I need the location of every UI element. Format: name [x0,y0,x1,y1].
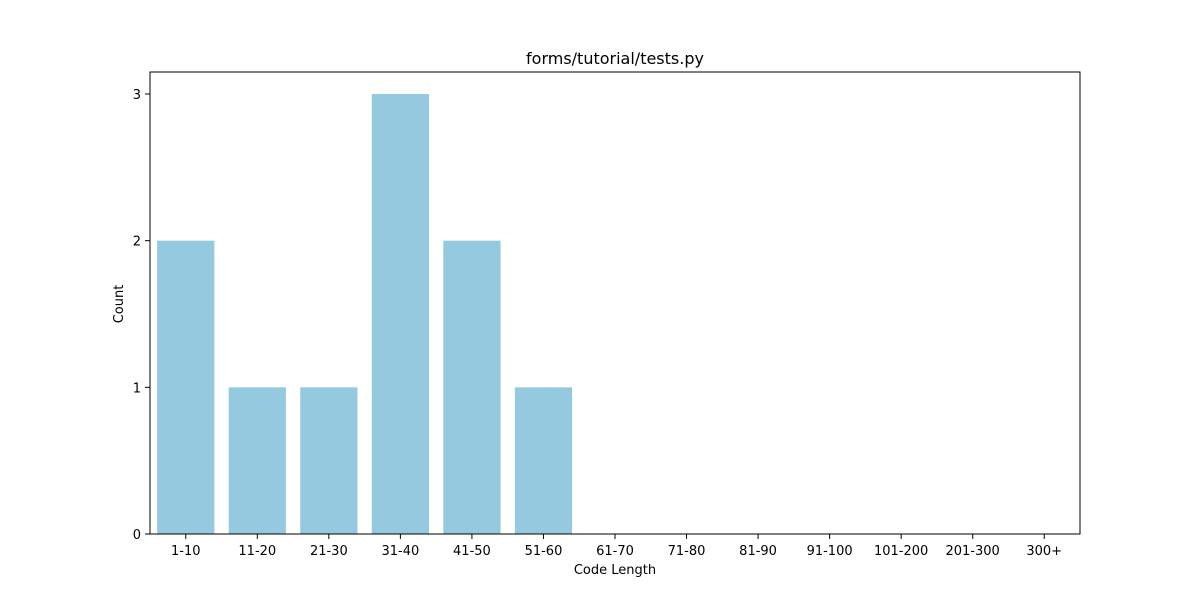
bar-21-30 [300,387,358,534]
x-tick-label: 61-70 [596,544,634,559]
y-axis-ticks: 0 1 2 3 [133,88,150,543]
y-tick-label: 1 [133,381,141,396]
bar-41-50 [443,240,501,535]
y-tick-label: 3 [133,88,141,103]
y-tick-label: 0 [133,528,141,543]
x-tick-label: 81-90 [739,544,777,559]
bar-31-40 [371,94,429,534]
bar-11-20 [228,387,286,534]
x-tick-label: 71-80 [668,544,706,559]
x-tick-label: 1-10 [171,544,201,559]
x-tick-label: 91-100 [807,544,853,559]
y-tick-label: 2 [133,235,141,250]
x-axis-title: Code Length [574,563,656,578]
y-axis-title: Count [112,285,127,324]
x-tick-label: 201-300 [946,544,1000,559]
x-tick-label: 300+ [1026,544,1062,559]
plot-frame [149,71,1081,535]
x-tick-label: 101-200 [874,544,928,559]
x-tick-label: 41-50 [453,544,491,559]
bar-51-60 [514,387,573,534]
x-tick-label: 31-40 [381,544,419,559]
x-tick-label: 11-20 [238,544,276,559]
x-axis-ticks: 1-10 11-20 21-30 31-40 41-50 51-60 61-70 71-80 8… [171,534,1062,559]
chart-title: forms/tutorial/tests.py [526,49,704,68]
bars-group [157,94,573,535]
x-tick-label: 51-60 [525,544,563,559]
bar-1-10 [157,240,215,535]
x-tick-label: 21-30 [310,544,348,559]
